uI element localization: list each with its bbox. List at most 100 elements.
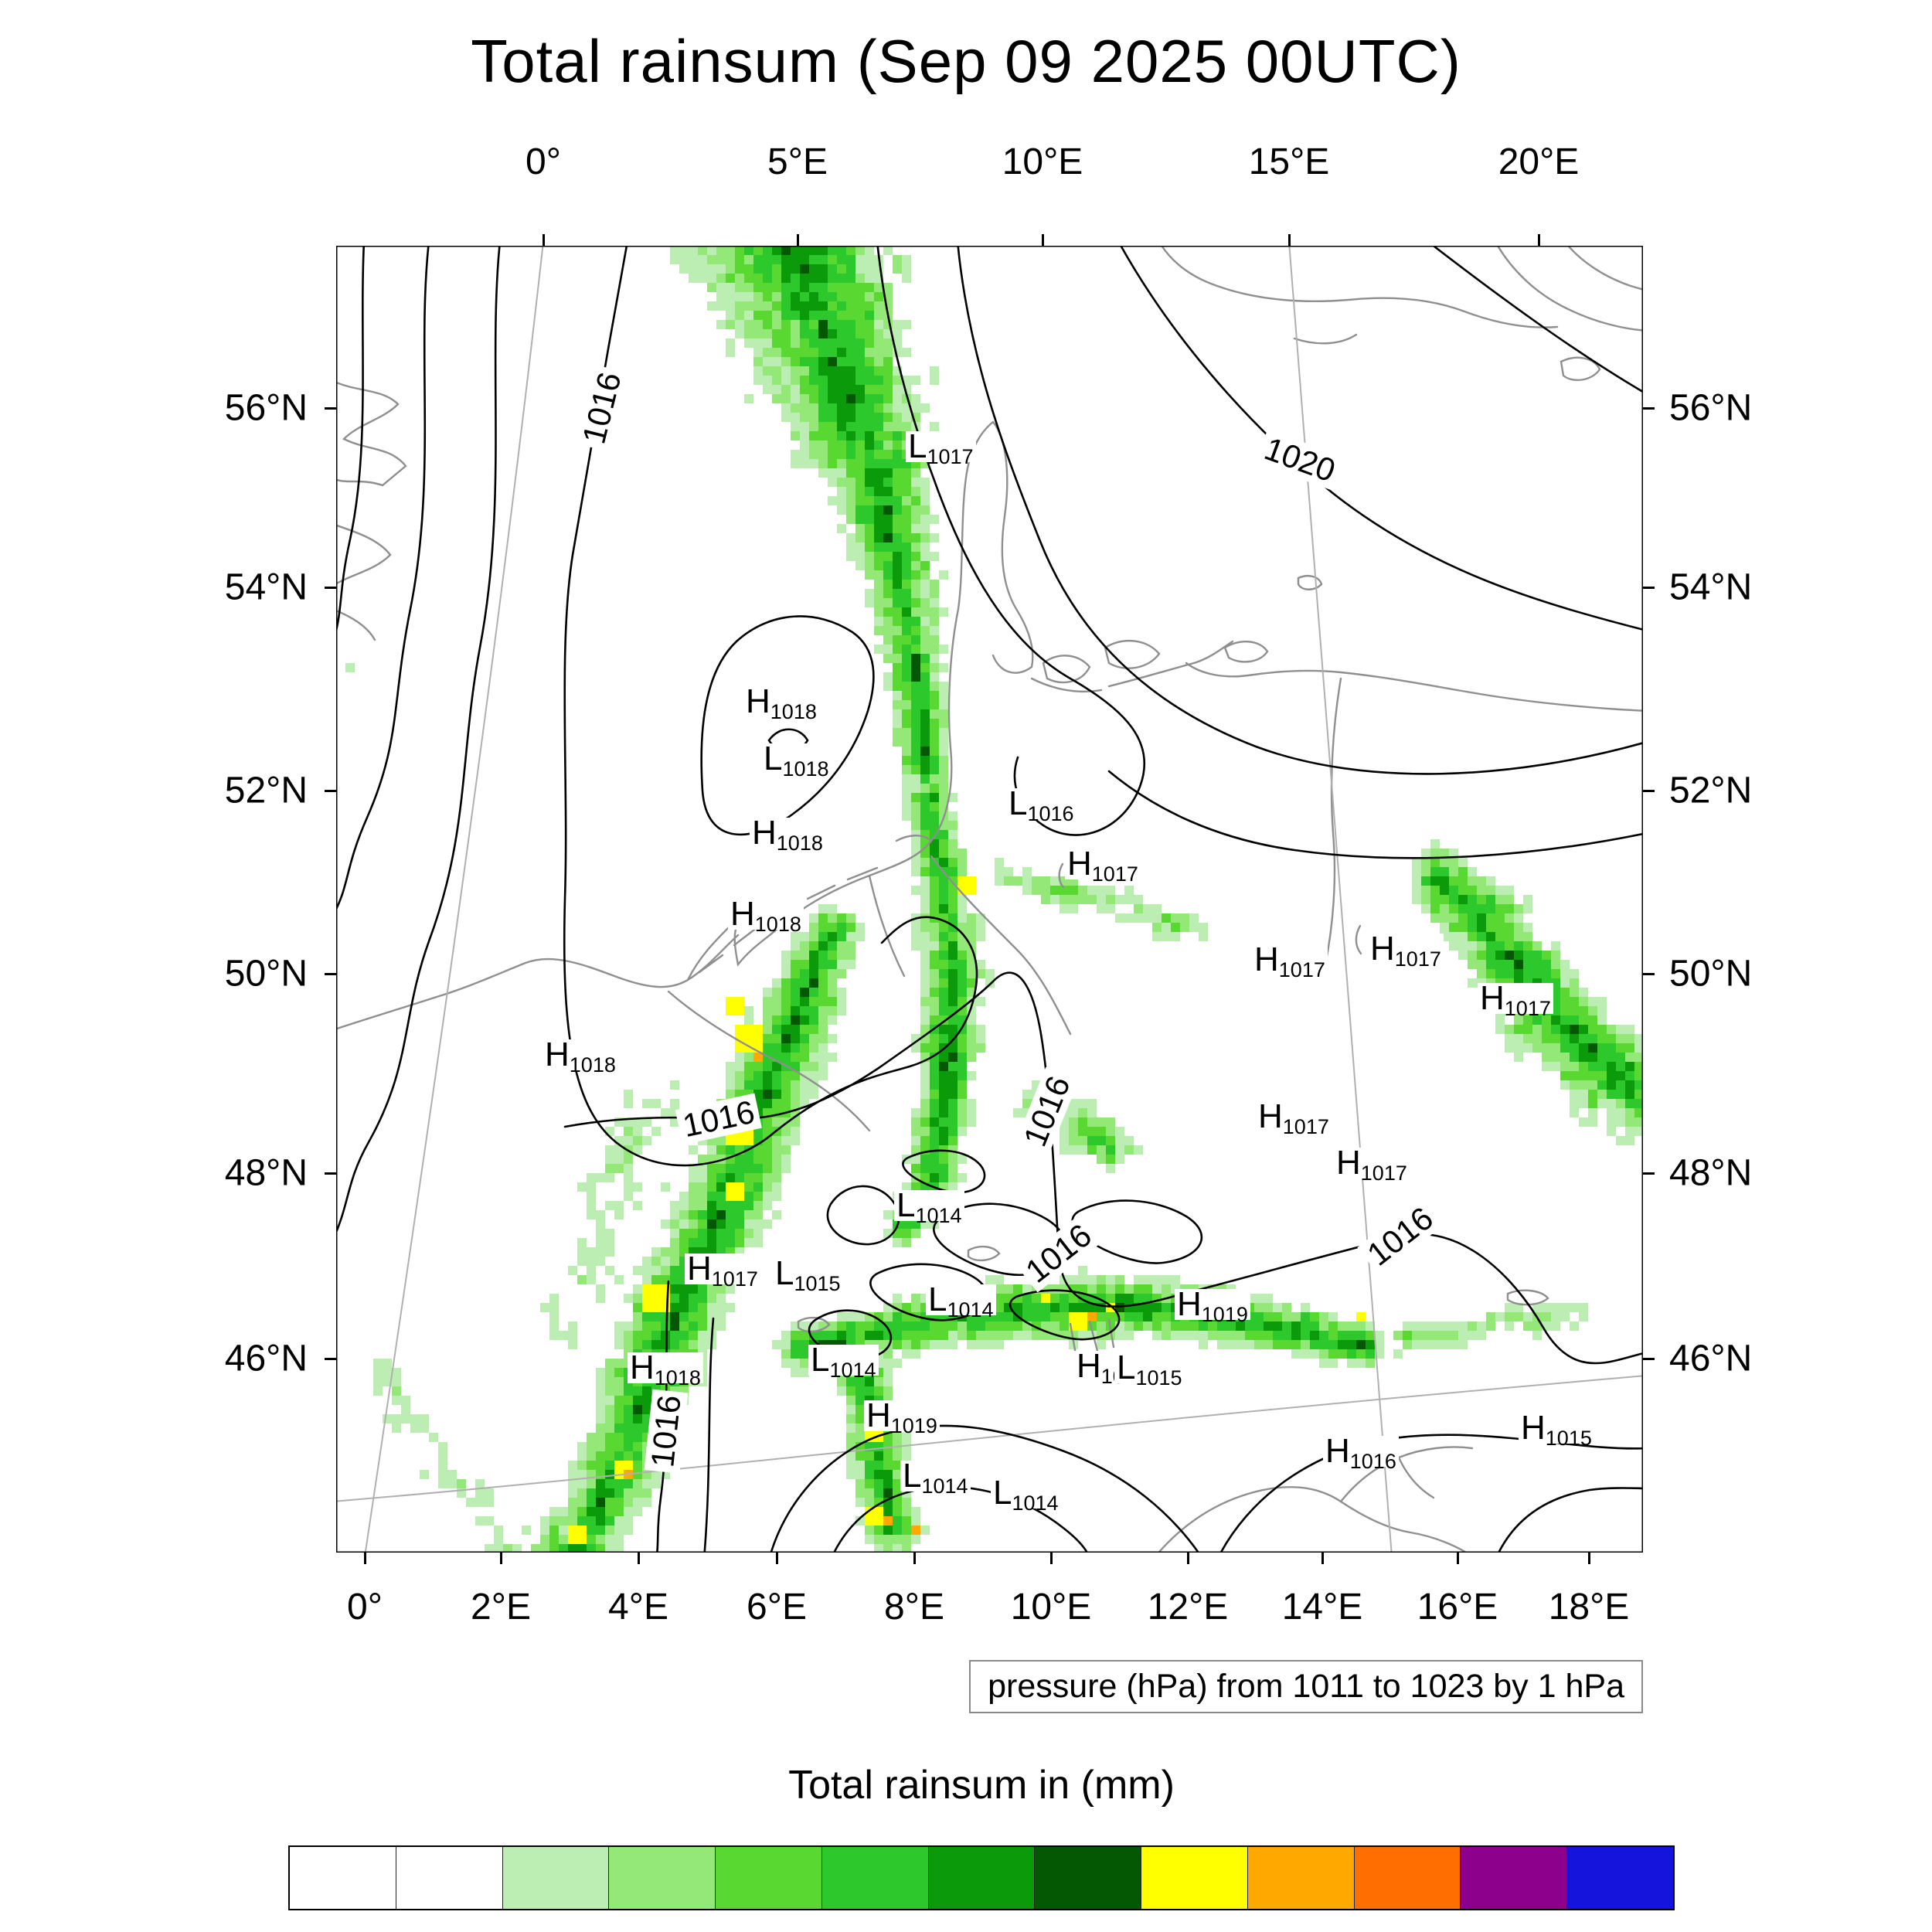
pressure-letter: L [811, 1341, 830, 1379]
pressure-marker-h1018: H 1018 [543, 1038, 618, 1076]
pressure-marker-l1015: L 1015 [1114, 1349, 1185, 1389]
pressure-value: 1019 [890, 1414, 937, 1438]
axis-tick-left [325, 407, 336, 410]
pressure-value: 1016 [1349, 1450, 1396, 1474]
colorbar-cell-9 [1247, 1847, 1355, 1909]
colorbar-cell-3 [609, 1847, 716, 1909]
axis-tick-left [325, 1358, 336, 1360]
axis-label-bottom: 4°E [608, 1587, 668, 1628]
rain-raster-layer [345, 246, 1643, 1553]
colorbar-cell-1 [396, 1847, 503, 1909]
legend-title: Total rainsum in (mm) [788, 1763, 1175, 1808]
pressure-letter: H [866, 1396, 891, 1434]
axis-label-top: 10°E [1002, 141, 1083, 182]
pressure-marker-l1016: L 1016 [1006, 784, 1077, 825]
axis-label-left: 56°N [224, 387, 308, 429]
colorbar-cell-12 [1567, 1847, 1673, 1909]
pressure-value: 1017 [1091, 862, 1138, 886]
pressure-letter: H [1067, 845, 1092, 883]
pressure-marker-h1018: H 1018 [743, 685, 819, 723]
pressure-caption: pressure (hPa) from 1011 to 1023 by 1 hP… [969, 1660, 1643, 1713]
pressure-letter: L [896, 1186, 916, 1224]
axis-label-top: 0° [526, 141, 561, 182]
axis-tick-right [1643, 1358, 1655, 1360]
pressure-letter: H [1336, 1144, 1361, 1182]
axis-tick-bottom [1457, 1553, 1459, 1564]
pressure-value: 1014 [921, 1475, 968, 1498]
pressure-value: 1019 [1201, 1303, 1248, 1327]
pressure-value: 1017 [927, 445, 974, 469]
colorbar-cell-5 [821, 1847, 929, 1909]
pressure-letter: H [687, 1250, 712, 1287]
pressure-value: 1015 [1545, 1427, 1592, 1451]
axis-label-bottom: 14°E [1281, 1587, 1363, 1628]
axis-tick-bottom [364, 1553, 366, 1564]
colorbar-tick-label: .1 [379, 1926, 411, 1932]
pressure-value: 1016 [1027, 802, 1074, 826]
axis-tick-bottom [1187, 1553, 1189, 1564]
pressure-value: 1014 [947, 1298, 994, 1322]
axis-tick-left [325, 1172, 336, 1175]
colorbar-cell-11 [1461, 1847, 1568, 1909]
axis-label-left: 46°N [224, 1338, 308, 1379]
pressure-letter: L [1117, 1349, 1136, 1386]
pressure-letter: H [1077, 1347, 1101, 1385]
axis-label-right: 50°N [1669, 953, 1753, 995]
axis-label-right: 56°N [1669, 387, 1753, 429]
rainsum-colorbar [288, 1845, 1675, 1910]
pressure-marker-h1019: H 1019 [1175, 1287, 1250, 1325]
pressure-value: 1018 [569, 1053, 616, 1077]
colorbar-tick-label: 6.4 [1008, 1926, 1062, 1932]
axis-label-bottom: 18°E [1548, 1587, 1630, 1628]
axis-label-top: 5°E [767, 141, 828, 182]
axis-tick-bottom [1321, 1553, 1324, 1564]
pressure-marker-l1015: L 1015 [773, 1254, 843, 1294]
pressure-value: 1015 [794, 1272, 841, 1296]
graticule-layer [336, 246, 1643, 1553]
axis-tick-left [325, 973, 336, 975]
axis-tick-bottom [500, 1553, 502, 1564]
colorbar-tick-label: 102.4 [1413, 1926, 1509, 1932]
pressure-letter: H [752, 814, 777, 852]
pressure-marker-h1018: H 1018 [750, 814, 825, 855]
pressure-marker-l1014: L 1014 [900, 1459, 971, 1498]
pressure-marker-h1017: H 1017 [1256, 1100, 1332, 1138]
pressure-letter: L [775, 1254, 794, 1292]
pressure-marker-h1018: H 1018 [728, 897, 804, 935]
axis-label-right: 54°N [1669, 566, 1753, 608]
pressure-value: 1014 [915, 1204, 962, 1228]
pressure-letter: L [908, 427, 927, 465]
axis-tick-left [325, 587, 336, 589]
axis-tick-right [1643, 790, 1655, 792]
pressure-marker-l1017: L 1017 [906, 427, 976, 468]
pressure-value: 1017 [711, 1267, 758, 1291]
pressure-marker-h1017: H 1017 [1065, 845, 1141, 885]
axis-label-bottom: 2°E [471, 1587, 531, 1628]
axis-tick-left [325, 790, 336, 792]
pressure-marker-h1017: H 1017 [685, 1250, 760, 1290]
pressure-marker-l1014: L 1014 [808, 1341, 879, 1381]
colorbar-cell-4 [716, 1847, 822, 1909]
colorbar-tick-label: 25.6 [1210, 1926, 1285, 1932]
colorbar-cell-10 [1354, 1847, 1461, 1909]
pressure-marker-l1014: L 1014 [991, 1476, 1061, 1514]
pressure-letter: L [764, 740, 783, 777]
pressure-marker-h1017: H 1017 [1252, 940, 1328, 981]
axis-label-left: 54°N [224, 566, 308, 608]
pressure-value: 1018 [782, 757, 829, 781]
pressure-letter: L [1009, 784, 1028, 822]
pressure-letter: H [1521, 1409, 1546, 1447]
pressure-letter: H [1254, 940, 1279, 978]
axis-tick-right [1643, 587, 1655, 589]
axis-label-top: 15°E [1248, 141, 1330, 182]
pressure-value: 1017 [1282, 1115, 1329, 1139]
axis-label-left: 48°N [224, 1152, 308, 1194]
axis-label-top: 20°E [1498, 141, 1580, 182]
axis-label-right: 52°N [1669, 770, 1753, 811]
colorbar-tick-label: 1.6 [794, 1926, 849, 1932]
pressure-value: 1018 [776, 832, 823, 855]
pressure-letter: H [1370, 930, 1395, 968]
map-plot [336, 246, 1643, 1553]
axis-tick-right [1643, 973, 1655, 975]
